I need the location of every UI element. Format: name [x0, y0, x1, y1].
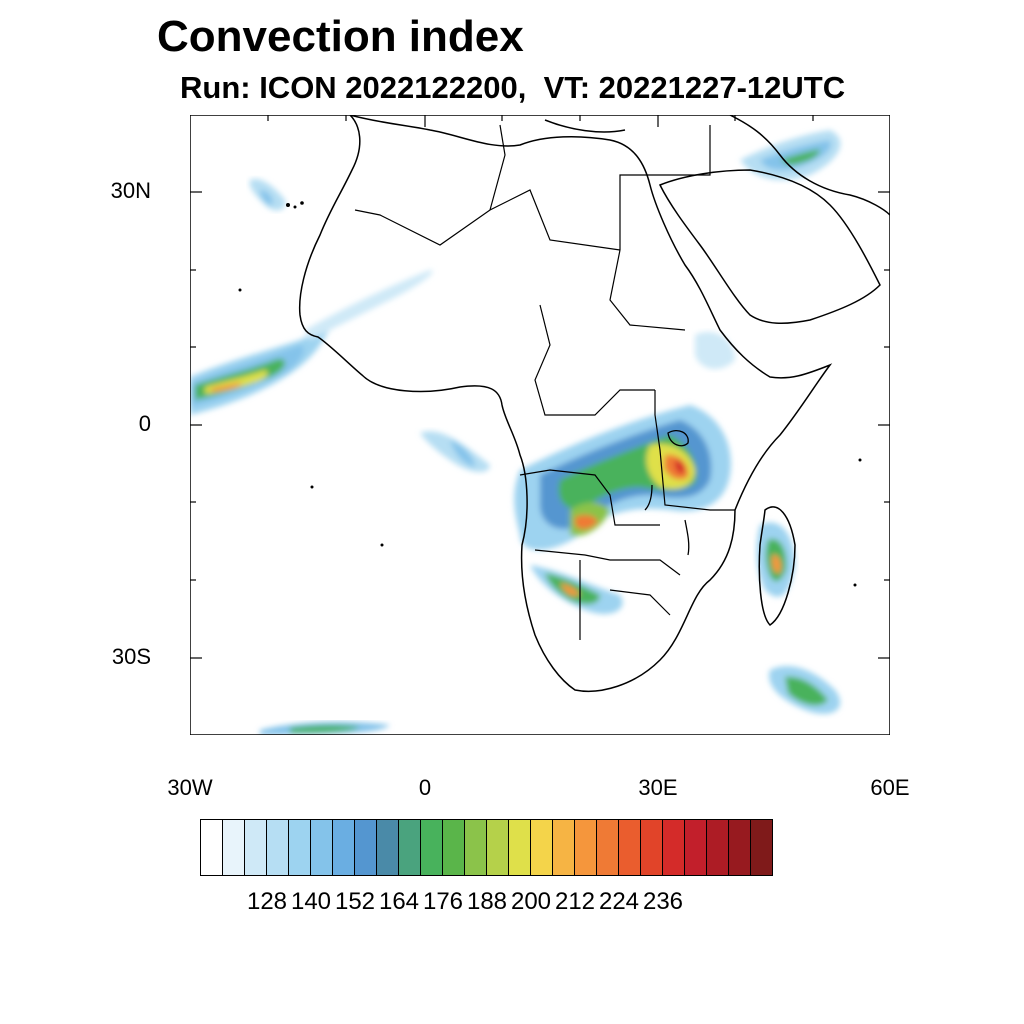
- colorbar-swatch: [707, 820, 729, 875]
- chart-subtitle: Run: ICON 2022122200, VT: 20221227-12UTC: [180, 70, 845, 106]
- map-background: [190, 115, 890, 735]
- lat-label-30s: 30S: [111, 644, 151, 669]
- levant-coastline: [729, 115, 890, 216]
- colorbar-swatch: [333, 820, 355, 875]
- colorbar-tick-label: 188: [466, 888, 508, 915]
- ascension: [310, 485, 314, 489]
- gabon-convection: [420, 431, 490, 472]
- colorbar-swatch: [443, 820, 465, 875]
- run-label: Run: ICON 2022122200,: [180, 70, 527, 105]
- colorbar-swatch: [289, 820, 311, 875]
- cape-verde: [238, 288, 242, 292]
- colorbar-tick-label: 140: [290, 888, 332, 915]
- lon-label-60e: 60E: [870, 775, 910, 800]
- colorbar-swatch: [421, 820, 443, 875]
- colorbar-tick-label: 164: [378, 888, 420, 915]
- convection-field: [190, 130, 841, 735]
- lat-label-0: 0: [138, 411, 151, 436]
- canary-islands-east-2: [300, 201, 304, 205]
- sudan-border: [609, 249, 686, 331]
- ethiopia-convection: [695, 331, 735, 370]
- lon-label-0: 0: [418, 775, 432, 800]
- arabian-convection: [740, 130, 841, 180]
- colorbar-tick-label: 224: [598, 888, 640, 915]
- algeria-libya-border: [489, 124, 506, 211]
- colorbar: [200, 819, 773, 876]
- colorbar-tick-label: 236: [642, 888, 684, 915]
- colorbar-swatch: [751, 820, 772, 875]
- botswana-border: [609, 589, 671, 616]
- colorbar-swatch: [355, 820, 377, 875]
- atlantic-convection-band: [190, 270, 433, 415]
- arabia-coastline: [658, 169, 881, 325]
- chart-title: Convection index: [157, 12, 524, 61]
- east-africa-border: [654, 390, 735, 511]
- lon-label-30e: 30E: [638, 775, 678, 800]
- drc-angola-border: [519, 469, 660, 526]
- colorbar-swatch: [663, 820, 685, 875]
- lake-malawi: [684, 519, 690, 556]
- lake-tanganyika: [644, 484, 653, 511]
- colorbar-tick-label: 128: [246, 888, 288, 915]
- islands: [238, 201, 862, 587]
- mediterranean-coastline: [544, 119, 626, 133]
- southern-africa-convection: [530, 565, 623, 615]
- central-africa-convection: [514, 405, 731, 550]
- canary-islands-east: [293, 205, 297, 209]
- colorbar-swatch: [399, 820, 421, 875]
- colorbar-swatch: [531, 820, 553, 875]
- lake-victoria: [667, 429, 689, 447]
- colorbar-swatch: [685, 820, 707, 875]
- madagascar-coastline: [758, 506, 796, 626]
- colorbar-swatch: [641, 820, 663, 875]
- colorbar-swatch: [223, 820, 245, 875]
- colorbar-swatch: [597, 820, 619, 875]
- mauritius: [853, 583, 857, 587]
- colorbar-swatch: [509, 820, 531, 875]
- egypt-sudan-border: [619, 125, 711, 250]
- colorbar-tick-label: 152: [334, 888, 376, 915]
- colorbar-swatch: [377, 820, 399, 875]
- central-africa-border: [534, 304, 655, 416]
- lon-label-30w: 30W: [167, 775, 213, 800]
- africa-coastline: [298, 115, 833, 692]
- colorbar-swatch: [465, 820, 487, 875]
- st-helena: [380, 543, 384, 547]
- south-atlantic-convection: [260, 721, 390, 735]
- indian-ocean-convection: [769, 666, 841, 714]
- colorbar-swatch: [267, 820, 289, 875]
- colorbar-tick-label: 212: [554, 888, 596, 915]
- colorbar-swatch: [245, 820, 267, 875]
- coastlines: [298, 115, 890, 692]
- canary-convection: [249, 178, 286, 211]
- colorbar-swatch: [201, 820, 223, 875]
- colorbar-swatch: [311, 820, 333, 875]
- lat-label-30n: 30N: [110, 178, 151, 203]
- colorbar-swatch: [575, 820, 597, 875]
- madagascar-convection: [756, 522, 795, 597]
- namibia-zambia-border: [534, 549, 681, 576]
- country-borders: [354, 124, 735, 640]
- seychelles: [858, 458, 862, 462]
- colorbar-swatch: [729, 820, 751, 875]
- colorbar-swatch: [487, 820, 509, 875]
- colorbar-swatch: [553, 820, 575, 875]
- tick-marks: [190, 115, 890, 659]
- canary-islands: [286, 203, 290, 207]
- lakes: [644, 429, 690, 556]
- colorbar-tick-label: 176: [422, 888, 464, 915]
- valid-time-label: VT: 20221227-12UTC: [543, 70, 846, 105]
- convection-map: [190, 115, 890, 735]
- colorbar-swatch: [619, 820, 641, 875]
- colorbar-tick-label: 200: [510, 888, 552, 915]
